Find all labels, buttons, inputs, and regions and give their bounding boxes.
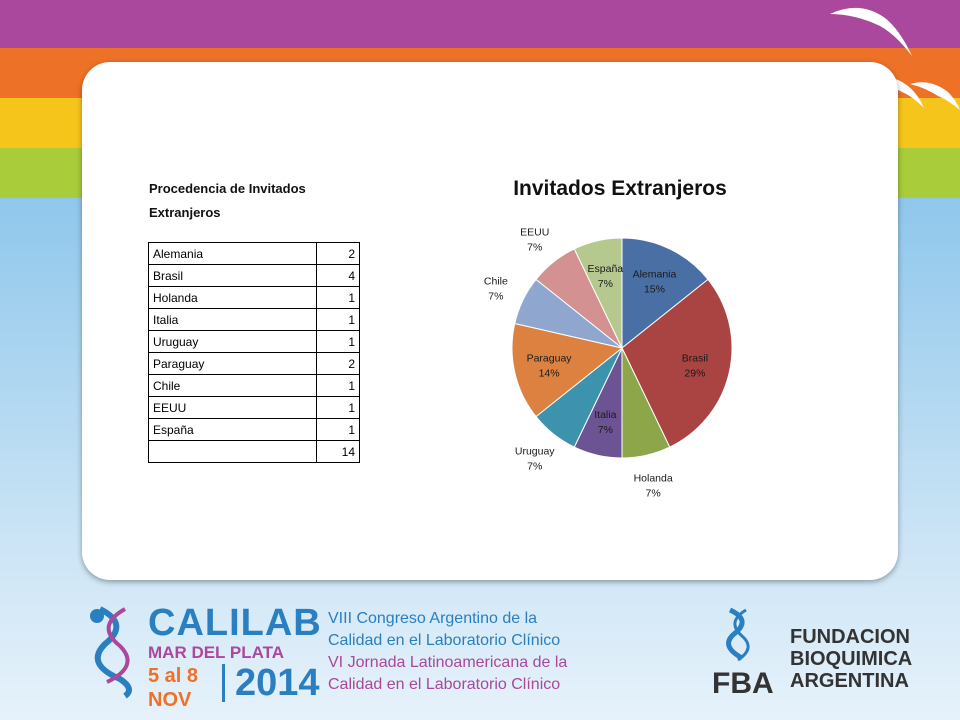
congress-line4: Calidad en el Laboratorio Clínico <box>328 676 561 693</box>
calilab-month: NOV <box>148 689 192 711</box>
pie-slice-brasil <box>621 278 733 448</box>
calilab-city: MAR DEL PLATA <box>148 643 284 662</box>
chart-title: Invitados Extranjeros <box>513 177 727 200</box>
table-row: Paraguay 2 <box>148 352 360 375</box>
slice-label-percent: 7% <box>598 278 613 290</box>
slice-label-name: Paraguay <box>527 353 573 365</box>
fba-line3: ARGENTINA <box>790 670 909 692</box>
slice-label-percent: 7% <box>527 242 542 254</box>
pie-slice-paraguay <box>511 322 624 418</box>
congress-line1: VIII Congreso Argentino de la <box>328 610 538 627</box>
pie-chart: Alemania 15% Brasil 29% Holanda 7% Italia 7% Uru… <box>484 227 733 499</box>
fba-line2: BIOQUIMICA <box>790 648 913 670</box>
slice-label-name: Italia <box>594 409 616 421</box>
fba-helix-icon <box>726 607 750 662</box>
calilab-dates: 5 al 8 <box>148 665 199 687</box>
slice-label-percent: 15% <box>644 284 665 296</box>
table-cell-count: 2 <box>316 242 360 265</box>
table-title-line1: Procedencia de Invitados <box>149 181 306 196</box>
slice-label-percent: 29% <box>684 368 705 380</box>
slice-label-name: Holanda <box>634 472 673 484</box>
fba-logo: FBA <box>712 606 774 701</box>
fba-abbr: FBA <box>712 667 774 700</box>
table-title-line2: Extranjeros <box>149 205 221 220</box>
table-cell-country: Uruguay <box>148 330 317 353</box>
table-row: España 1 <box>148 418 360 441</box>
congress-line2: Calidad en el Laboratorio Clínico <box>328 632 561 649</box>
fba-line1: FUNDACION <box>790 626 910 648</box>
table-row: Uruguay 1 <box>148 330 360 353</box>
data-table: Alemania 2 Brasil 4 Holanda 1 Italia 1 Uruguay 1 P… <box>148 242 360 463</box>
calilab-logo: CALILAB MAR DEL PLATA 5 al 8 NOV 2014 <box>148 604 322 712</box>
header-stripe-purple <box>0 0 960 48</box>
pie-slice-españa <box>573 237 623 349</box>
slice-label-name: Brasil <box>682 353 708 365</box>
slice-label-percent: 7% <box>488 290 503 302</box>
pie-slice-alemania <box>621 237 709 350</box>
slice-label-percent: 7% <box>646 487 661 499</box>
congress-line3: VI Jornada Latinoamericana de la <box>328 654 568 671</box>
table-row: EEUU 1 <box>148 396 360 419</box>
table-row: Alemania 2 <box>148 242 360 265</box>
table-total-value: 14 <box>316 440 360 463</box>
fba-name: FUNDACION BIOQUIMICA ARGENTINA <box>790 626 912 692</box>
slice-label-percent: 7% <box>527 460 542 472</box>
congress-text: VIII Congreso Argentino de la Calidad en… <box>328 608 567 696</box>
calilab-title: CALILAB <box>148 602 322 644</box>
slice-label-name: Alemania <box>633 269 677 281</box>
slice-label-percent: 14% <box>539 368 560 380</box>
slice-label-name: España <box>588 263 624 275</box>
calilab-year: 2014 <box>222 664 320 702</box>
helix-logo-icon <box>90 606 132 699</box>
slice-label-name: EEUU <box>520 227 549 239</box>
slice-label-name: Uruguay <box>515 445 555 457</box>
table-title: Procedencia de Invitados Extranjeros <box>149 177 369 225</box>
table-total-row: 14 <box>148 440 360 463</box>
slice-label-percent: 7% <box>598 424 613 436</box>
slice-label-name: Chile <box>484 275 508 287</box>
